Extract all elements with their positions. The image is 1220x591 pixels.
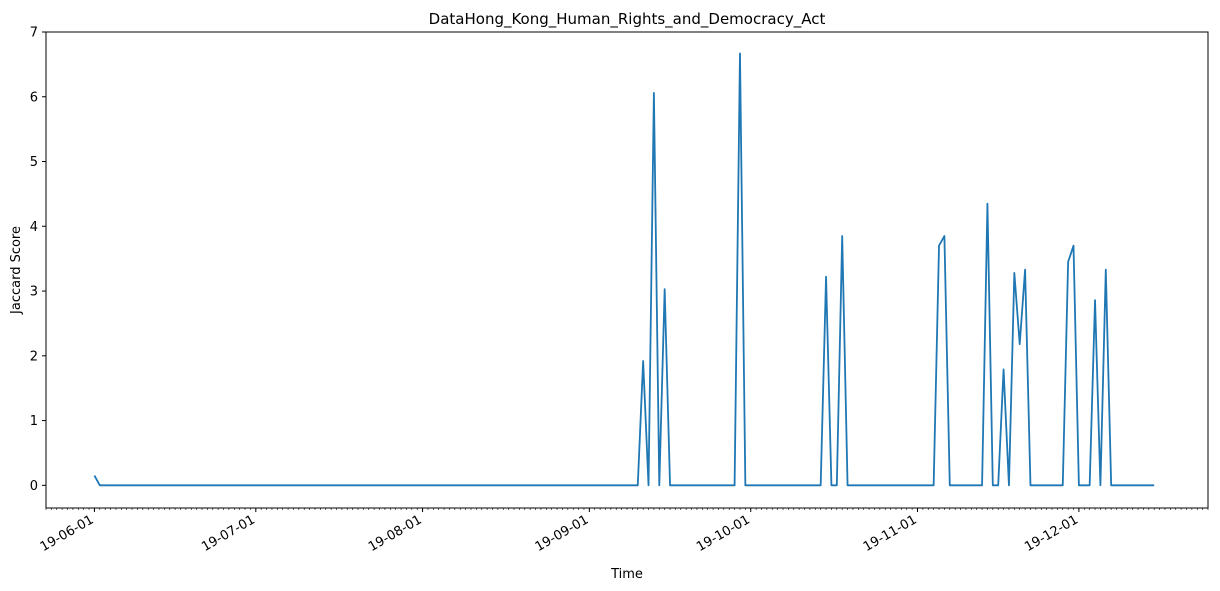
- y-tick-label: 1: [30, 414, 38, 429]
- plot-frame: [45, 31, 1209, 509]
- y-axis: 0 1 2 3 4 5 6 7: [30, 26, 46, 494]
- y-tick-label: 7: [30, 26, 38, 41]
- chart-title: DataHong_Kong_Human_Rights_and_Democracy…: [429, 10, 826, 29]
- y-tick-label: 4: [30, 220, 38, 235]
- y-tick-label: 2: [30, 349, 38, 364]
- y-axis-title: Jaccard Score: [9, 226, 24, 315]
- series-line-0: [93, 52, 1155, 487]
- y-tick-label: 5: [30, 155, 38, 170]
- y-tick-label: 0: [30, 479, 38, 494]
- y-tick-label: 6: [30, 90, 38, 105]
- y-tick-label: 3: [30, 285, 38, 300]
- series-layer: [93, 52, 1155, 487]
- x-axis-title: Time: [610, 567, 643, 582]
